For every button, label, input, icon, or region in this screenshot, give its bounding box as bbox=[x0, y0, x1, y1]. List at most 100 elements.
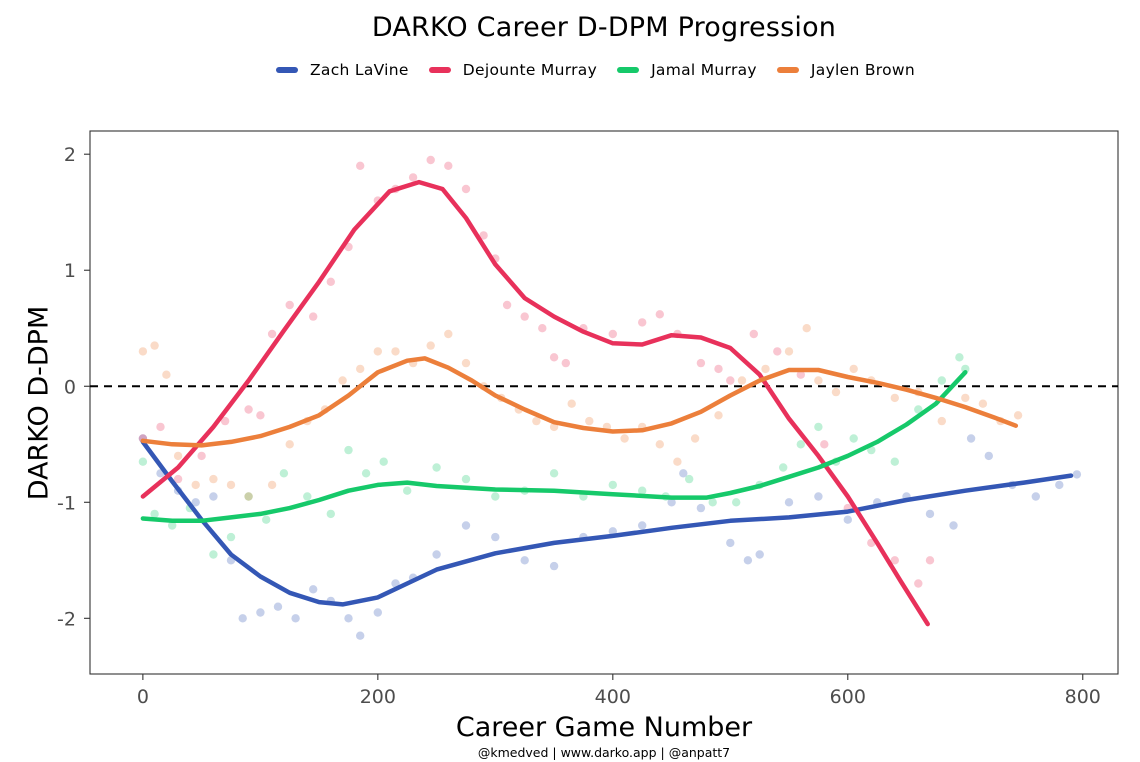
point-dejounte-murray bbox=[796, 370, 805, 379]
point-zach-lavine bbox=[344, 614, 353, 623]
point-zach-lavine bbox=[1072, 470, 1082, 479]
point-zach-lavine bbox=[520, 556, 529, 565]
point-jaylen-brown bbox=[849, 364, 858, 374]
point-jaylen-brown bbox=[802, 324, 811, 333]
point-jamal-murray bbox=[168, 521, 177, 530]
point-dejounte-murray bbox=[408, 173, 418, 182]
point-dejounte-murray bbox=[726, 376, 735, 385]
y-tick-label: 2 bbox=[64, 144, 76, 166]
point-jaylen-brown bbox=[150, 341, 159, 350]
point-jamal-murray bbox=[914, 405, 923, 414]
point-jaylen-brown bbox=[191, 480, 200, 490]
point-zach-lavine bbox=[549, 561, 559, 571]
point-jamal-murray bbox=[226, 532, 236, 542]
point-dejounte-murray bbox=[461, 184, 471, 194]
point-jaylen-brown bbox=[532, 416, 541, 426]
point-jamal-murray bbox=[379, 457, 388, 466]
point-zach-lavine bbox=[925, 509, 935, 519]
point-zach-lavine bbox=[191, 498, 200, 507]
point-jamal-murray bbox=[732, 498, 741, 507]
point-dejounte-murray bbox=[220, 416, 230, 426]
point-zach-lavine bbox=[432, 550, 441, 559]
point-zach-lavine bbox=[784, 498, 794, 507]
point-jaylen-brown bbox=[391, 347, 400, 356]
point-jaylen-brown bbox=[620, 434, 629, 443]
point-jaylen-brown bbox=[338, 376, 347, 385]
point-dejounte-murray bbox=[655, 310, 664, 319]
point-zach-lavine bbox=[755, 550, 764, 559]
legend-item-jaylen-brown[interactable]: Jaylen Brown bbox=[776, 61, 915, 79]
point-jamal-murray bbox=[779, 463, 788, 472]
point-zach-lavine bbox=[984, 451, 993, 461]
y-tick-label: 1 bbox=[64, 260, 76, 282]
caption: @kmedved | www.darko.app | @anpatt7 bbox=[477, 745, 731, 760]
point-jamal-murray bbox=[814, 422, 823, 432]
legend: Zach LaVine Dejounte Murray Jamal Murray… bbox=[276, 59, 935, 81]
point-dejounte-murray bbox=[696, 358, 706, 368]
point-zach-lavine bbox=[726, 538, 735, 548]
y-tick-label: -2 bbox=[57, 608, 76, 630]
y-axis-title: DARKO D-DPM bbox=[23, 305, 55, 501]
point-zach-lavine bbox=[238, 614, 247, 623]
x-tick-label: 0 bbox=[137, 686, 149, 708]
point-jaylen-brown bbox=[937, 416, 946, 426]
point-jamal-murray bbox=[638, 486, 647, 495]
point-dejounte-murray bbox=[244, 405, 253, 414]
point-jaylen-brown bbox=[209, 474, 218, 484]
point-zach-lavine bbox=[373, 608, 382, 617]
point-zach-lavine bbox=[209, 492, 218, 501]
point-zach-lavine bbox=[638, 521, 647, 530]
legend-label: Dejounte Murray bbox=[462, 61, 598, 79]
point-jaylen-brown bbox=[461, 358, 471, 368]
point-jamal-murray bbox=[796, 440, 805, 449]
point-jamal-murray bbox=[685, 474, 694, 484]
point-jaylen-brown bbox=[173, 451, 183, 461]
trend-line-jamal-murray bbox=[140, 370, 968, 524]
point-jaylen-brown bbox=[831, 387, 841, 397]
point-dejounte-murray bbox=[549, 353, 559, 362]
point-jamal-murray bbox=[361, 469, 371, 478]
legend-item-dejounte-murray[interactable]: Dejounte Murray bbox=[428, 61, 598, 79]
point-dejounte-murray bbox=[267, 329, 277, 339]
point-jamal-murray bbox=[150, 509, 159, 519]
point-zach-lavine bbox=[743, 556, 753, 565]
point-zach-lavine bbox=[291, 614, 300, 623]
legend-key-jamal-murray bbox=[617, 67, 640, 73]
legend-item-zach-lavine[interactable]: Zach LaVine bbox=[276, 61, 409, 79]
point-zach-lavine bbox=[356, 631, 365, 640]
trend-line-jaylen-brown bbox=[140, 356, 1019, 448]
point-zach-lavine bbox=[696, 503, 706, 513]
point-jaylen-brown bbox=[737, 376, 747, 385]
point-zach-lavine bbox=[461, 521, 471, 530]
legend-key-zach-lavine bbox=[276, 67, 298, 73]
point-jaylen-brown bbox=[784, 347, 794, 356]
point-jamal-murray bbox=[344, 445, 353, 455]
point-zach-lavine bbox=[667, 498, 676, 507]
point-zach-lavine bbox=[814, 492, 823, 501]
point-dejounte-murray bbox=[256, 411, 265, 420]
panel-border bbox=[89, 130, 1119, 675]
point-dejounte-murray bbox=[749, 329, 758, 339]
point-jamal-murray bbox=[326, 509, 335, 519]
point-zach-lavine bbox=[256, 608, 265, 617]
point-jamal-murray bbox=[961, 364, 970, 374]
point-dejounte-murray bbox=[326, 277, 335, 286]
x-tick-label: 800 bbox=[1065, 686, 1101, 708]
point-jamal-murray bbox=[244, 492, 253, 501]
point-jaylen-brown bbox=[267, 480, 277, 490]
point-jamal-murray bbox=[608, 480, 617, 490]
legend-item-jamal-murray[interactable]: Jamal Murray bbox=[617, 61, 757, 79]
point-jamal-murray bbox=[955, 353, 964, 362]
point-dejounte-murray bbox=[561, 358, 570, 368]
point-jamal-murray bbox=[491, 492, 500, 501]
point-jamal-murray bbox=[279, 469, 289, 478]
point-dejounte-murray bbox=[608, 329, 617, 339]
point-jaylen-brown bbox=[585, 416, 594, 426]
point-dejounte-murray bbox=[820, 440, 829, 449]
x-tick-label: 200 bbox=[360, 686, 396, 708]
point-dejounte-murray bbox=[285, 300, 294, 310]
point-zach-lavine bbox=[273, 602, 283, 611]
point-jaylen-brown bbox=[1013, 411, 1023, 420]
point-jaylen-brown bbox=[244, 492, 253, 501]
